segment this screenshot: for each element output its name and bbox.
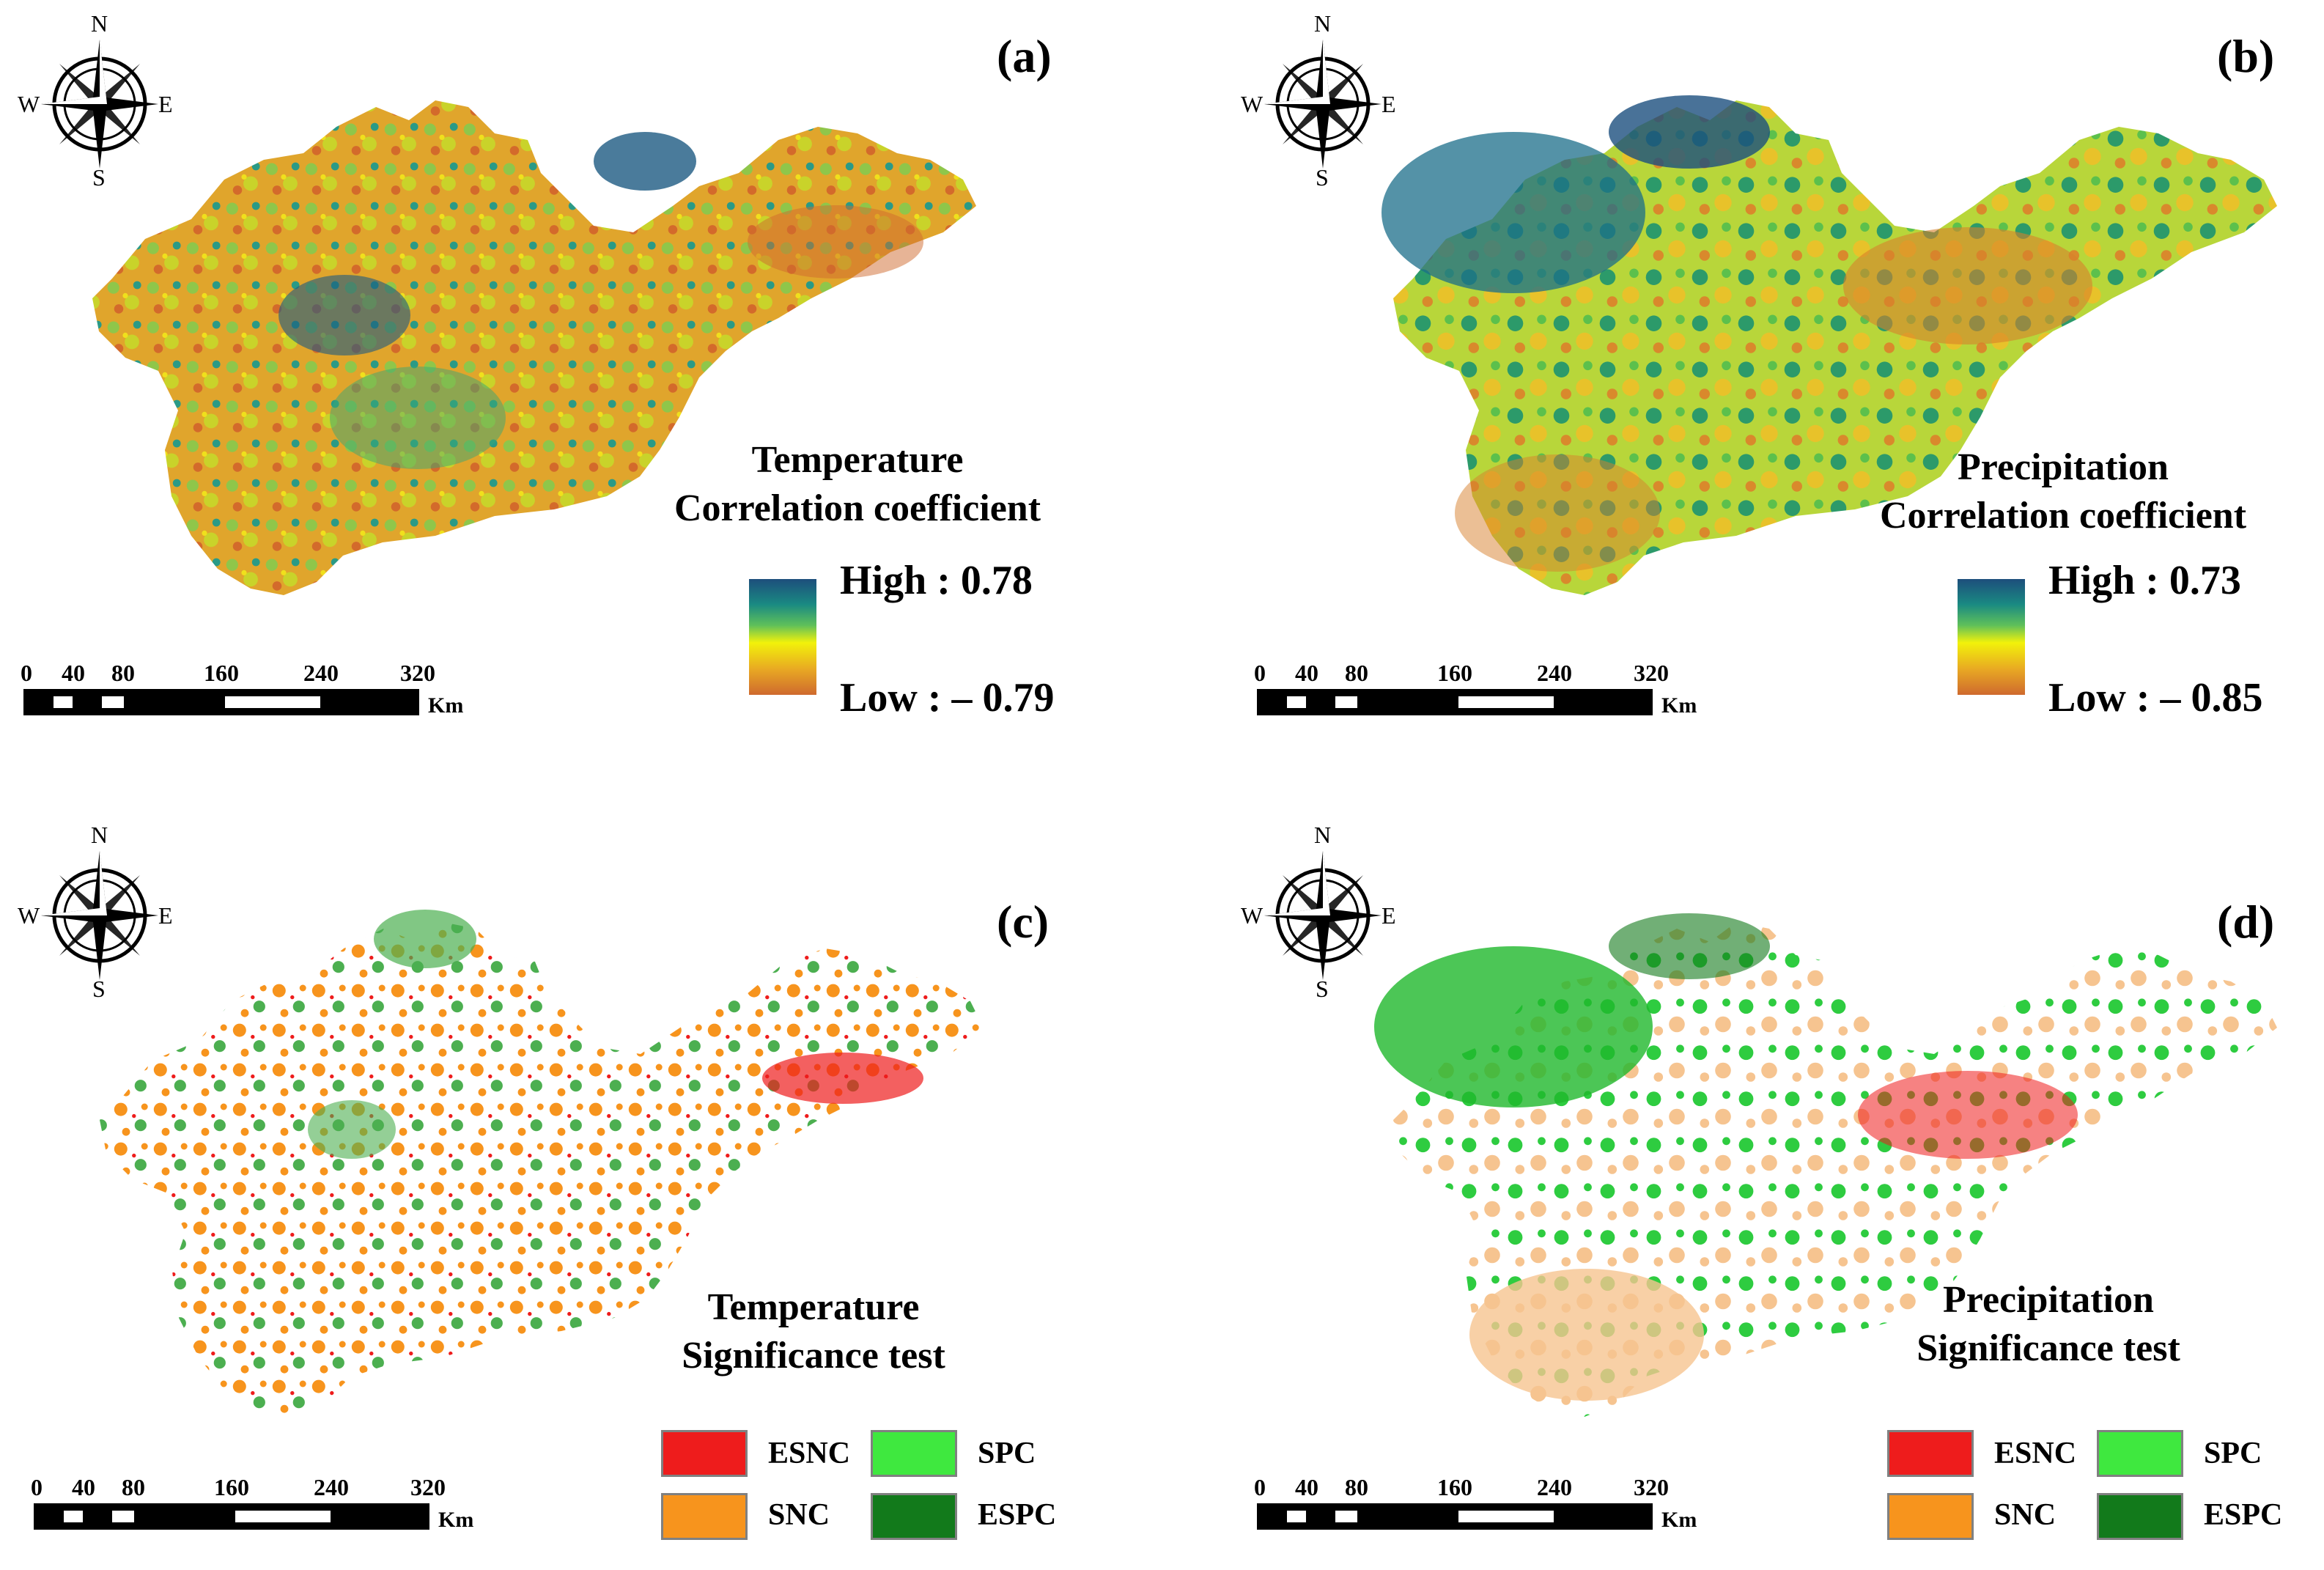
scale-tick: 80 xyxy=(122,1474,145,1500)
compass-e: E xyxy=(1382,902,1396,929)
scale-unit: Km xyxy=(1661,693,1697,718)
esnc-swatch xyxy=(1887,1430,1974,1477)
legend-title-line1: Temperature xyxy=(751,439,964,481)
legend-title: Temperature Significance test xyxy=(601,1283,1026,1380)
panel-label: (b) xyxy=(2217,30,2275,82)
scale-unit: Km xyxy=(438,1508,474,1532)
temperature-significance-map xyxy=(100,910,984,1417)
scale-tick: 160 xyxy=(1437,660,1472,686)
precipitation-significance-map xyxy=(1374,913,2277,1417)
compass-e: E xyxy=(158,902,173,929)
north-arrow-compass-icon: N S W E xyxy=(18,822,173,1002)
compass-s: S xyxy=(1316,976,1329,1002)
legend-title: Precipitation Correlation coefficient xyxy=(1851,443,2276,540)
north-arrow-compass-icon: N S W E xyxy=(1241,10,1396,191)
legend-title-line2: Correlation coefficient xyxy=(1879,495,2247,537)
compass-w: W xyxy=(1241,91,1264,117)
espc-swatch xyxy=(2097,1493,2183,1540)
ramp-low-label: Low : – 0.85 xyxy=(2048,675,2263,720)
scale-tick: 0 xyxy=(1254,660,1266,686)
scale-tick: 320 xyxy=(1634,660,1669,686)
ramp-high-label: High : 0.73 xyxy=(2048,558,2241,603)
espc-swatch xyxy=(871,1493,957,1540)
precipitation-correlation-map xyxy=(1382,95,2277,595)
compass-w: W xyxy=(18,91,40,117)
color-ramp xyxy=(749,579,816,695)
esnc-swatch xyxy=(661,1430,748,1477)
panel-label: (a) xyxy=(997,30,1052,82)
scale-tick: 240 xyxy=(303,660,339,686)
temperature-correlation-map xyxy=(92,100,976,595)
spc-label: SPC xyxy=(2204,1437,2262,1470)
scale-tick: 0 xyxy=(31,1474,43,1500)
compass-e: E xyxy=(1382,91,1396,117)
compass-n: N xyxy=(1314,822,1332,848)
esnc-label: ESNC xyxy=(1994,1437,2077,1470)
snc-swatch xyxy=(1887,1493,1974,1540)
legend-title-line1: Precipitation xyxy=(1943,1279,2154,1321)
scale-tick: 0 xyxy=(21,660,32,686)
ramp-low-label: Low : – 0.79 xyxy=(840,675,1055,720)
scale-tick: 160 xyxy=(204,660,239,686)
panel-b: (b) N S W E Precipitation Correlation co… xyxy=(1162,0,2324,785)
compass-s: S xyxy=(92,976,106,1002)
scale-tick: 40 xyxy=(1295,1474,1318,1500)
scale-unit: Km xyxy=(1661,1508,1697,1532)
compass-n: N xyxy=(1314,10,1332,37)
scale-tick: 0 xyxy=(1254,1474,1266,1500)
compass-n: N xyxy=(91,822,108,848)
scale-tick: 240 xyxy=(1537,1474,1572,1500)
north-arrow-compass-icon: N S W E xyxy=(18,10,173,191)
legend-title-line2: Significance test xyxy=(682,1335,945,1376)
legend-title-line1: Precipitation xyxy=(1958,446,2169,488)
scale-unit: Km xyxy=(428,693,464,718)
scale-tick: 320 xyxy=(1634,1474,1669,1500)
espc-label: ESPC xyxy=(978,1498,1057,1532)
scale-tick: 160 xyxy=(1437,1474,1472,1500)
scale-tick: 40 xyxy=(62,660,85,686)
spc-label: SPC xyxy=(978,1437,1036,1470)
compass-w: W xyxy=(1241,902,1264,929)
legend-title: Precipitation Significance test xyxy=(1836,1276,2261,1373)
legend-title: Temperature Correlation coefficient xyxy=(645,436,1070,533)
scale-tick: 40 xyxy=(72,1474,95,1500)
scale-tick: 80 xyxy=(111,660,135,686)
spc-swatch xyxy=(2097,1430,2183,1477)
color-ramp xyxy=(1958,579,2025,695)
panel-label: (c) xyxy=(997,896,1050,948)
scale-tick: 240 xyxy=(314,1474,349,1500)
panel-c: (c) N S W E Temperature Significance tes… xyxy=(0,785,1162,1570)
spc-swatch xyxy=(871,1430,957,1477)
espc-label: ESPC xyxy=(2204,1498,2283,1532)
panel-label: (d) xyxy=(2217,896,2275,948)
scale-tick: 320 xyxy=(410,1474,446,1500)
scale-tick: 160 xyxy=(214,1474,249,1500)
scale-tick: 320 xyxy=(400,660,435,686)
legend-title-line2: Significance test xyxy=(1917,1327,2180,1369)
snc-label: SNC xyxy=(1994,1498,2056,1532)
compass-n: N xyxy=(91,10,108,37)
compass-s: S xyxy=(1316,164,1329,191)
scale-tick: 80 xyxy=(1345,1474,1368,1500)
scale-tick: 240 xyxy=(1537,660,1572,686)
legend-title-line1: Temperature xyxy=(707,1286,920,1328)
north-arrow-compass-icon: N S W E xyxy=(1241,822,1396,1002)
ramp-high-label: High : 0.78 xyxy=(840,558,1033,603)
scale-tick: 40 xyxy=(1295,660,1318,686)
panel-d: (d) N S W E Precipitation Significance t… xyxy=(1162,785,2324,1570)
snc-swatch xyxy=(661,1493,748,1540)
panel-a: (a) N S W E Temperature Correlation coef… xyxy=(0,0,1162,785)
compass-e: E xyxy=(158,91,173,117)
legend-title-line2: Correlation coefficient xyxy=(674,487,1041,529)
scale-tick: 80 xyxy=(1345,660,1368,686)
snc-label: SNC xyxy=(768,1498,830,1532)
compass-w: W xyxy=(18,902,40,929)
compass-s: S xyxy=(92,164,106,191)
esnc-label: ESNC xyxy=(768,1437,851,1470)
